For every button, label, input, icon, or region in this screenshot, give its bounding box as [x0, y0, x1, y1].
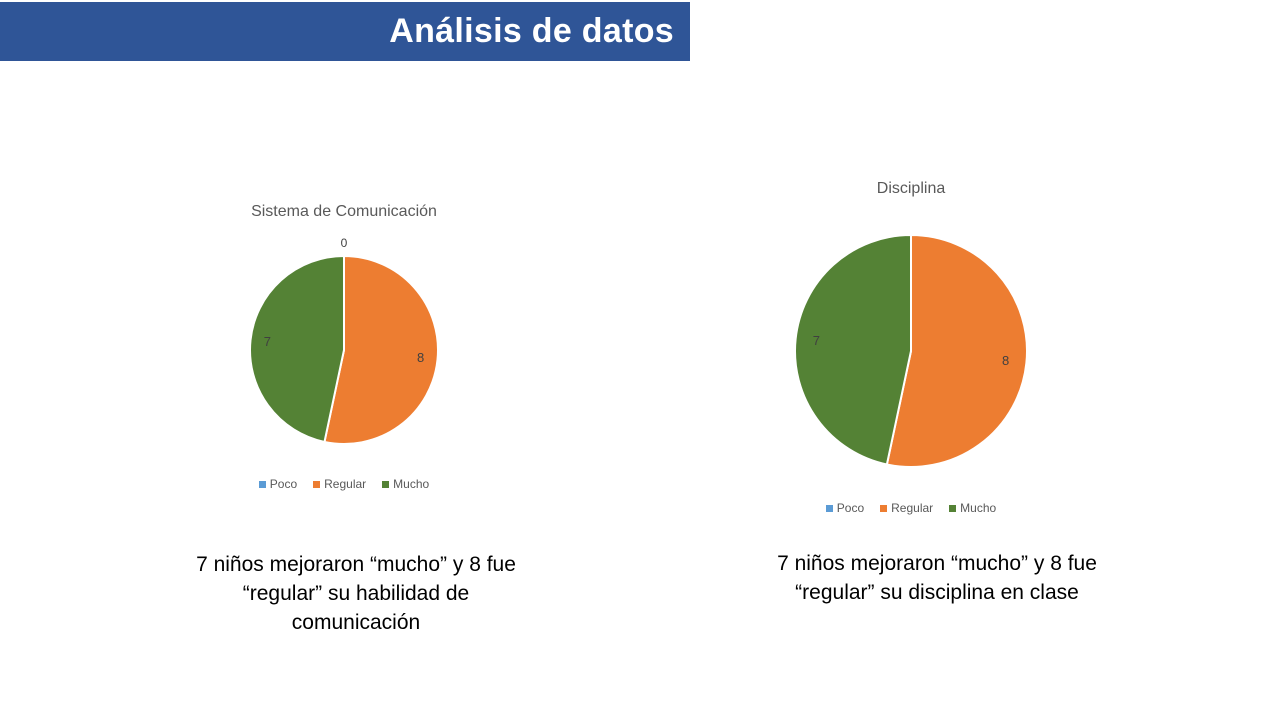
- legend-item-poco: Poco: [258, 477, 298, 491]
- legend-item-mucho: Mucho: [949, 501, 996, 515]
- pie-slice-regular: [885, 234, 1028, 468]
- pie-slice-mucho: [794, 234, 912, 466]
- pie-data-label-poco: 0: [341, 236, 348, 250]
- pie-data-label-regular: 8: [1002, 353, 1009, 368]
- pie-data-label-mucho: 7: [264, 334, 271, 349]
- chart-title-disciplina: Disciplina: [876, 180, 946, 197]
- pie-chart-disciplina: 87: [794, 234, 1028, 468]
- legend-label-regular: Regular: [891, 501, 934, 515]
- caption-line: 7 niños mejoraron “mucho” y 8 fue: [196, 553, 516, 576]
- pie-data-label-regular: 8: [417, 350, 424, 365]
- legend-label-regular: Regular: [324, 477, 367, 491]
- chart-legend-sistema-comunicacion: Poco Regular Mucho: [194, 477, 494, 491]
- caption-line: 7 niños mejoraron “mucho” y 8 fue: [777, 552, 1097, 575]
- legend-marker-mucho: [949, 504, 957, 512]
- legend-label-poco: Poco: [836, 501, 865, 515]
- legend-label-mucho: Mucho: [960, 501, 997, 515]
- legend-marker-poco: [825, 504, 833, 512]
- legend-label-poco: Poco: [269, 477, 298, 491]
- slide-title-bar: Análisis de datos: [0, 2, 690, 61]
- legend-item-regular: Regular: [313, 477, 366, 491]
- pie-slice-mucho: [249, 255, 345, 443]
- legend-item-mucho: Mucho: [382, 477, 429, 491]
- legend-marker-regular: [313, 480, 321, 488]
- legend-item-poco: Poco: [825, 501, 865, 515]
- caption-comunicacion: 7 niños mejoraron “mucho” y 8 fue “regula…: [156, 550, 556, 637]
- caption-line: comunicación: [291, 611, 421, 634]
- caption-disciplina: 7 niños mejoraron “mucho” y 8 fue “regula…: [737, 549, 1137, 607]
- legend-label-mucho: Mucho: [393, 477, 430, 491]
- pie-chart-sistema-comunicacion: 0 8 7: [249, 236, 439, 445]
- legend-marker-regular: [880, 504, 888, 512]
- caption-line: “regular” su habilidad de: [242, 582, 470, 605]
- slide-title: Análisis de datos: [389, 12, 674, 50]
- caption-line: “regular” su disciplina en clase: [795, 581, 1079, 604]
- legend-marker-mucho: [382, 480, 390, 488]
- chart-legend-disciplina: Poco Regular Mucho: [761, 501, 1061, 515]
- pie-slice-regular: [323, 255, 439, 445]
- legend-marker-poco: [258, 480, 266, 488]
- pie-data-label-mucho: 7: [813, 333, 820, 348]
- legend-item-regular: Regular: [880, 501, 933, 515]
- chart-title-sistema-comunicacion: Sistema de Comunicación: [251, 203, 437, 220]
